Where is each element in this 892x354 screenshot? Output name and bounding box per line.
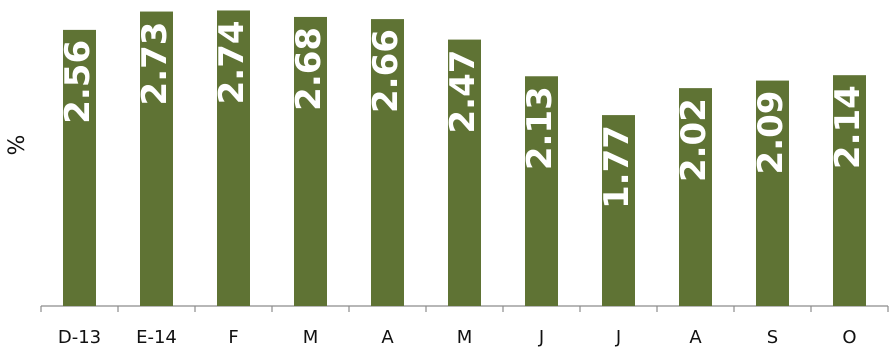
bar [833, 75, 866, 306]
bar [448, 39, 481, 306]
data-label: 2.09 [751, 91, 791, 175]
bar [602, 115, 635, 306]
plot-area: 2.56 D-13 2.73 E-14 2.74 F 2.68 M 2.66 A 2.47 M 2.13… [40, 10, 889, 348]
data-label: 2.66 [366, 29, 406, 113]
x-tick-label: M [303, 327, 319, 348]
bar [63, 29, 96, 307]
y-axis-label: % [5, 135, 30, 156]
x-tick-label: M [457, 327, 473, 348]
bar [140, 11, 173, 307]
bar [371, 19, 404, 306]
x-tick-label: D-13 [58, 327, 101, 348]
data-label: 1.77 [597, 125, 637, 209]
data-label: 2.73 [135, 22, 175, 106]
x-tick-label: A [689, 327, 702, 348]
bar [756, 80, 789, 306]
x-tick-label: A [381, 327, 394, 348]
x-tick-label: J [615, 327, 621, 348]
bar [525, 76, 558, 306]
x-tick-label: J [538, 327, 544, 348]
data-label: 2.56 [58, 40, 98, 124]
x-tick-label: S [767, 327, 778, 348]
x-tick-label: E-14 [136, 327, 177, 348]
x-tick-label: O [842, 327, 856, 348]
data-label: 2.02 [674, 98, 714, 182]
data-label: 2.13 [520, 86, 560, 170]
x-tick-label: F [228, 327, 238, 348]
data-label: 2.14 [828, 85, 868, 169]
bar [217, 10, 250, 306]
data-label: 2.68 [289, 27, 329, 111]
bar [679, 88, 712, 306]
bar [294, 16, 327, 306]
data-label: 2.47 [443, 50, 483, 134]
data-label: 2.74 [212, 20, 252, 104]
